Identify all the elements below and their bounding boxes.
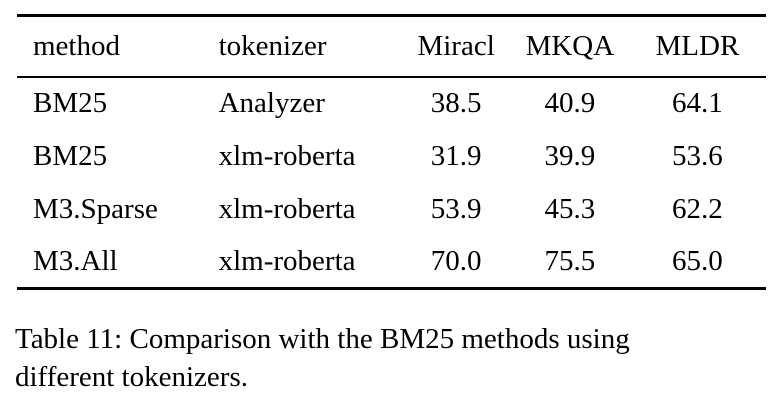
table-body: BM25 Analyzer 38.5 40.9 64.1 BM25 xlm-ro… [17,77,766,289]
column-header-miracl: Miracl [417,29,495,62]
table-header: method tokenizer Miracl MKQA MLDR [17,16,766,77]
cell-mkqa: 40.9 [544,87,596,119]
cell-miracl: 38.5 [430,87,482,119]
cell-mldr: 64.1 [672,87,723,119]
cell-method: M3.All [33,244,118,277]
header-row: method tokenizer Miracl MKQA MLDR [17,16,766,77]
cell-tokenizer: xlm-roberta [218,192,356,225]
cell-mldr: 65.0 [672,244,723,277]
cell-method: BM25 [33,139,108,172]
cell-tokenizer: xlm-roberta [218,244,356,277]
cell-miracl: 31.9 [430,139,482,172]
cell-method: BM25 [33,87,108,119]
caption-line: Table 11: Comparison with the BM25 metho… [15,323,630,355]
results-table: method tokenizer Miracl MKQA MLDR BM25 A… [17,14,766,290]
cell-tokenizer: Analyzer [218,87,325,119]
column-header-method: method [33,29,120,62]
column-header-tokenizer: tokenizer [218,29,327,62]
table-row: BM25 xlm-roberta 31.9 39.9 53.6 [17,130,766,183]
table-caption: Table 11: Comparison with the BM25 metho… [15,320,765,396]
table-row: BM25 Analyzer 38.5 40.9 64.1 [17,77,766,130]
table-row: M3.Sparse xlm-roberta 53.9 45.3 62.2 [17,183,766,236]
caption-line: different tokenizers. [15,361,248,393]
cell-mkqa: 45.3 [544,192,596,225]
cell-mldr: 53.6 [672,139,723,172]
table-row: M3.All xlm-roberta 70.0 75.5 65.0 [17,236,766,289]
cell-mkqa: 75.5 [544,244,596,277]
cell-miracl: 70.0 [430,244,482,277]
column-header-mkqa: MKQA [525,29,615,62]
column-header-mldr: MLDR [655,29,740,62]
cell-method: M3.Sparse [33,192,158,225]
cell-miracl: 53.9 [430,192,482,225]
cell-mkqa: 39.9 [544,139,596,172]
cell-mldr: 62.2 [672,192,723,225]
cell-tokenizer: xlm-roberta [218,139,356,172]
